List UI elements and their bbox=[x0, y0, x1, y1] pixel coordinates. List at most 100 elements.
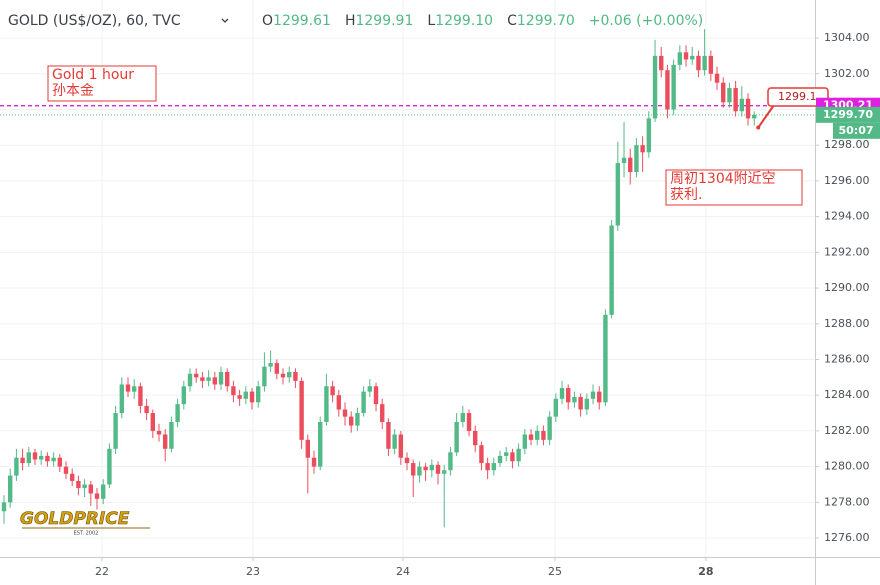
candle-body bbox=[82, 484, 87, 489]
candle-body bbox=[386, 421, 391, 449]
y-tick-label: 1288.00 bbox=[824, 317, 870, 330]
candle-body bbox=[355, 413, 360, 426]
ohlc-value: 1299.70 bbox=[517, 13, 575, 29]
candle-body bbox=[380, 404, 385, 422]
plot bbox=[1, 29, 757, 528]
candle-body bbox=[70, 473, 75, 481]
candle-body bbox=[144, 405, 149, 414]
candle-body bbox=[584, 398, 590, 410]
y-tick-label: 1280.00 bbox=[824, 460, 870, 473]
candle-body bbox=[646, 118, 652, 153]
candle-body bbox=[417, 466, 422, 476]
candle-body bbox=[324, 386, 329, 422]
candle-body bbox=[57, 457, 63, 467]
candle-body bbox=[677, 52, 683, 65]
candle-body bbox=[652, 55, 658, 119]
candle-body bbox=[528, 434, 534, 440]
candle-body bbox=[187, 373, 193, 387]
price-label-box bbox=[816, 106, 880, 123]
note-box bbox=[47, 65, 157, 102]
candle-body bbox=[429, 464, 435, 471]
candle-body bbox=[497, 455, 503, 464]
logo-tagline: EST. 2002 bbox=[74, 531, 99, 537]
logo-name: GOLDPRICE bbox=[20, 509, 130, 529]
candle-body bbox=[7, 475, 13, 503]
symbol-dropdown[interactable] bbox=[221, 18, 229, 23]
y-tick-label: 1284.00 bbox=[824, 388, 870, 401]
candle-body bbox=[237, 395, 242, 399]
candle-body bbox=[45, 455, 50, 462]
candle-body bbox=[280, 373, 286, 378]
candle-body bbox=[597, 391, 602, 403]
x-tick-label: 22 bbox=[95, 565, 109, 578]
candle-body bbox=[559, 388, 565, 399]
callout-box bbox=[767, 87, 829, 107]
candle-body bbox=[727, 88, 732, 103]
y-tick-label: 1296.00 bbox=[824, 174, 870, 187]
candle-body bbox=[739, 98, 745, 112]
y-tick-label: 1294.00 bbox=[824, 210, 870, 223]
candle-body bbox=[590, 391, 596, 399]
symbol: GOLD (US$/OZ), 60, TVC bbox=[8, 13, 181, 29]
candle-body bbox=[330, 386, 335, 396]
callout-anchor bbox=[756, 125, 761, 130]
candle-body bbox=[318, 421, 323, 467]
y-tick-label: 1278.00 bbox=[824, 495, 870, 508]
candle-body bbox=[541, 430, 546, 440]
candle-body bbox=[1, 502, 7, 512]
candle-body bbox=[454, 421, 459, 453]
candle-body bbox=[243, 391, 249, 399]
candle-body bbox=[572, 396, 577, 403]
candle-body bbox=[156, 430, 162, 435]
candle-body bbox=[175, 404, 180, 422]
candle-body bbox=[745, 98, 751, 119]
candle-body bbox=[287, 371, 292, 378]
candle-body bbox=[249, 391, 255, 403]
candle-body bbox=[299, 380, 304, 440]
ohlc-key: O bbox=[262, 13, 273, 29]
candle-body bbox=[671, 64, 676, 110]
candle-body bbox=[336, 395, 342, 410]
y-tick-label: 1290.00 bbox=[824, 281, 870, 294]
candle-body bbox=[194, 373, 199, 378]
candle-body bbox=[634, 145, 639, 172]
candle-body bbox=[423, 466, 428, 471]
candle-body bbox=[88, 484, 94, 494]
candle-body bbox=[125, 384, 131, 392]
candle-body bbox=[442, 470, 447, 474]
candle-body bbox=[578, 396, 583, 410]
candle-body bbox=[169, 421, 174, 449]
candle-body bbox=[547, 416, 552, 440]
candle-body bbox=[479, 445, 484, 464]
x-tick-label: 25 bbox=[548, 565, 562, 578]
candle-body bbox=[609, 225, 614, 315]
countdown: 50:07 bbox=[838, 124, 873, 137]
y-tick-label: 1292.00 bbox=[824, 245, 870, 258]
x-tick-label: 28 bbox=[698, 565, 713, 578]
candle-body bbox=[225, 371, 230, 387]
candle-body bbox=[262, 366, 267, 387]
candle-body bbox=[367, 386, 373, 392]
candle-body bbox=[752, 114, 757, 119]
candle-body bbox=[665, 70, 670, 110]
candle-body bbox=[274, 363, 280, 374]
candle-body bbox=[659, 55, 664, 71]
header: GOLD (US$/OZ), 60, TVC O 1299.61 H 1299.91 L 1… bbox=[8, 13, 703, 29]
candle-body bbox=[305, 439, 311, 458]
candle-body bbox=[473, 430, 478, 446]
candle-body bbox=[218, 371, 224, 385]
candle-body bbox=[485, 463, 490, 471]
candle-body bbox=[14, 457, 19, 476]
candle-body bbox=[435, 464, 441, 474]
candle-body bbox=[119, 384, 125, 414]
x-tick-label: 23 bbox=[246, 565, 260, 578]
y-tick-label: 1276.00 bbox=[824, 531, 870, 544]
candle-body bbox=[113, 413, 118, 449]
ohlc-value: 1299.61 bbox=[273, 13, 331, 29]
candle-body bbox=[510, 452, 515, 462]
candle-body bbox=[138, 386, 143, 406]
candle-body bbox=[696, 55, 701, 71]
change: +0.06 (+0.00%) bbox=[589, 13, 703, 29]
